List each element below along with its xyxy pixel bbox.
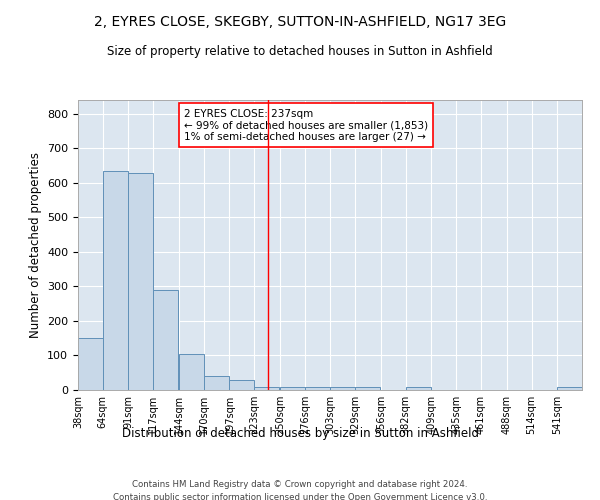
Bar: [179, 354, 204, 390]
Bar: [406, 387, 431, 390]
Bar: [254, 386, 279, 390]
Text: 2 EYRES CLOSE: 237sqm
← 99% of detached houses are smaller (1,853)
1% of semi-de: 2 EYRES CLOSE: 237sqm ← 99% of detached …: [184, 108, 428, 142]
Bar: [331, 386, 355, 390]
Text: 2, EYRES CLOSE, SKEGBY, SUTTON-IN-ASHFIELD, NG17 3EG: 2, EYRES CLOSE, SKEGBY, SUTTON-IN-ASHFIE…: [94, 15, 506, 29]
Y-axis label: Number of detached properties: Number of detached properties: [29, 152, 41, 338]
Text: Distribution of detached houses by size in Sutton in Ashfield: Distribution of detached houses by size …: [121, 428, 479, 440]
Bar: [103, 171, 128, 390]
Text: Contains public sector information licensed under the Open Government Licence v3: Contains public sector information licen…: [113, 492, 487, 500]
Bar: [78, 338, 103, 390]
Bar: [229, 380, 254, 390]
Text: Size of property relative to detached houses in Sutton in Ashfield: Size of property relative to detached ho…: [107, 45, 493, 58]
Bar: [305, 386, 329, 390]
Bar: [557, 387, 582, 390]
Bar: [204, 376, 229, 390]
Bar: [128, 173, 153, 390]
Bar: [355, 386, 380, 390]
Bar: [280, 386, 305, 390]
Bar: [153, 290, 178, 390]
Text: Contains HM Land Registry data © Crown copyright and database right 2024.: Contains HM Land Registry data © Crown c…: [132, 480, 468, 489]
